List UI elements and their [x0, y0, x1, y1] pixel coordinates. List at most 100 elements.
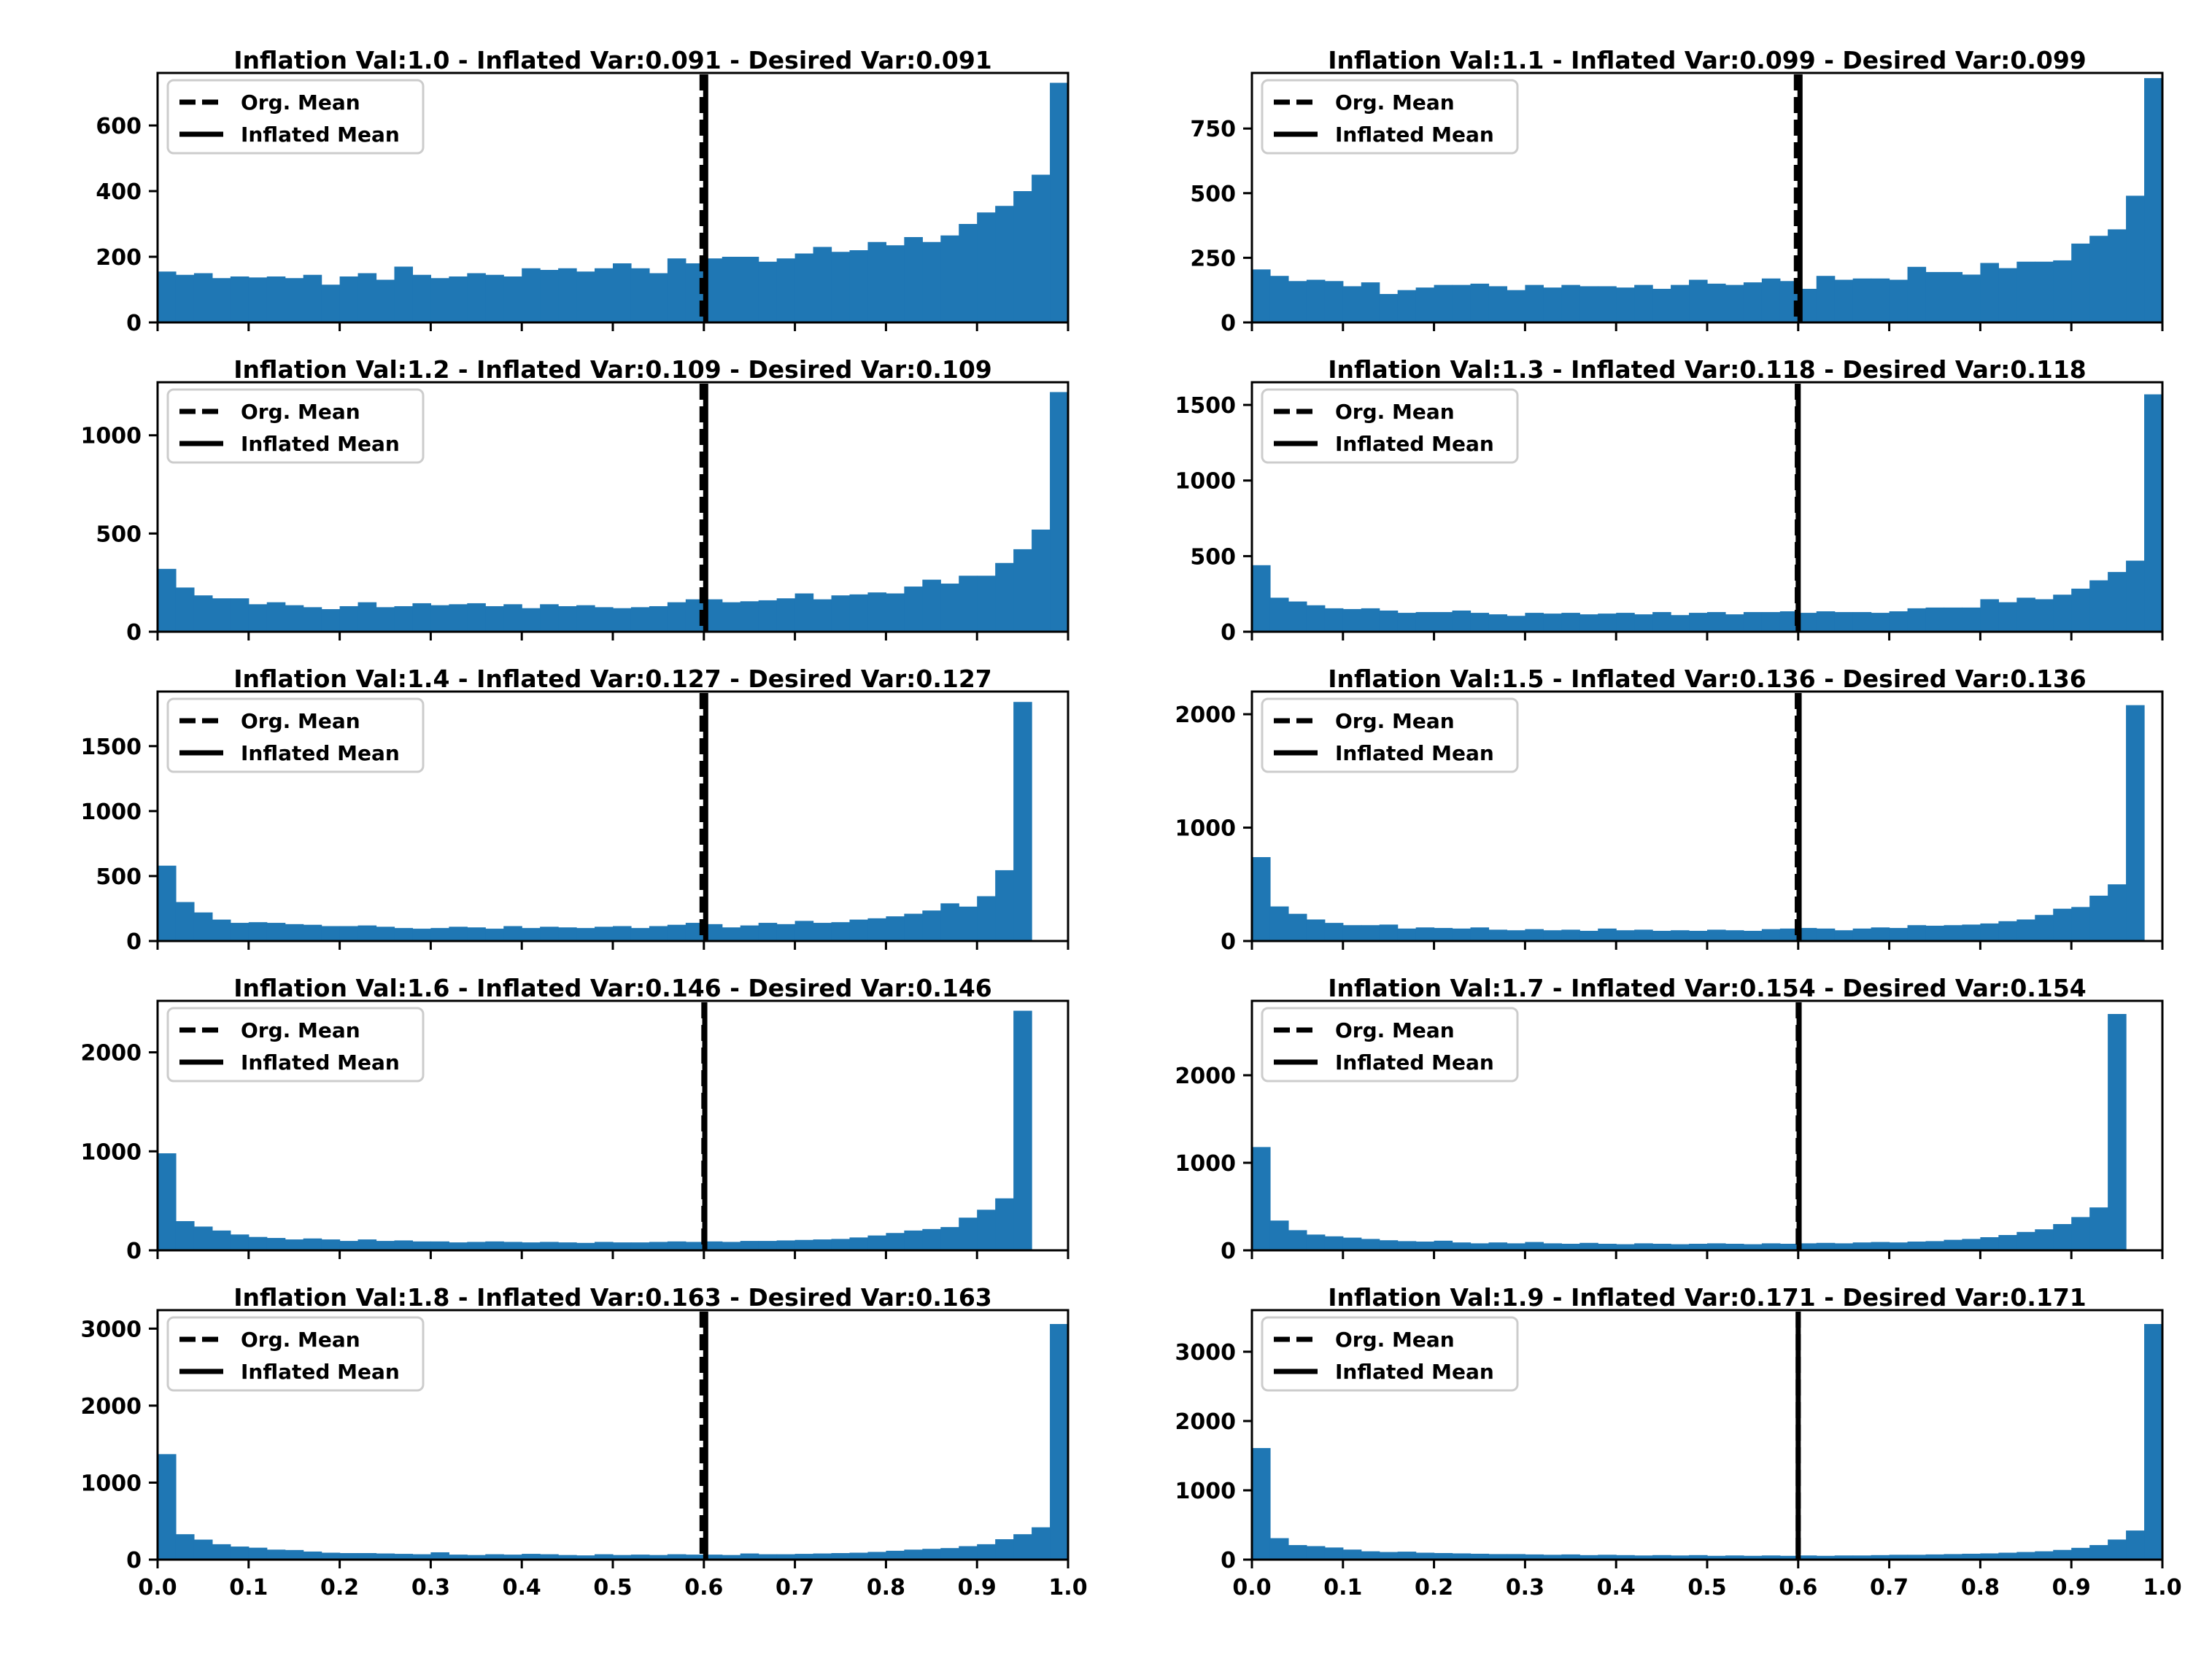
histogram-bar: [558, 1242, 577, 1250]
histogram-bar: [2035, 1551, 2054, 1560]
histogram-bar: [2071, 1547, 2090, 1560]
histogram-bar: [158, 1454, 177, 1560]
legend-box: [166, 1007, 425, 1083]
panel-6: 0 1000 2000 Inflation Val:1.5 - Inflated Va…: [1175, 665, 2164, 955]
legend-org-mean-label: Org. Mean: [1335, 1018, 1455, 1042]
histogram-bar: [2016, 1552, 2035, 1560]
histogram-bar: [722, 257, 741, 322]
histogram-bar: [995, 562, 1014, 632]
histogram-bar: [576, 1242, 595, 1250]
histogram-bar: [1889, 279, 1909, 322]
histogram-bar: [922, 241, 941, 322]
histogram-bar: [1050, 1324, 1069, 1560]
histogram-bar: [1998, 602, 2017, 632]
histogram-bar: [1507, 1243, 1525, 1250]
histogram-bar: [576, 928, 595, 941]
histogram-bar: [1032, 529, 1051, 632]
histogram-bar: [1525, 1242, 1544, 1250]
histogram-bar: [1561, 284, 1580, 322]
y-tick-label: 0: [126, 1239, 142, 1264]
histogram-bar: [1361, 925, 1380, 941]
histogram-bar: [2126, 1530, 2145, 1560]
histogram-bar: [667, 1241, 687, 1250]
histogram-bar: [503, 276, 522, 322]
panel-8: 0 1000 2000 Inflation Val:1.7 - Inflated Va…: [1175, 974, 2164, 1264]
histogram-bar: [2108, 1014, 2127, 1250]
histogram-bar: [1980, 923, 1999, 941]
histogram-bar: [2053, 260, 2072, 322]
histogram-bar: [339, 1241, 359, 1250]
histogram-bar: [1761, 1555, 1781, 1560]
legend-inflated-mean-label: Inflated Mean: [241, 123, 400, 147]
histogram-bar: [2071, 907, 2090, 941]
histogram-bar: [959, 576, 978, 632]
histogram-bar: [1598, 1244, 1617, 1250]
x-tick-label: 1.0: [2143, 1575, 2181, 1600]
histogram-bar: [1361, 1551, 1380, 1560]
histogram-bar: [959, 1546, 978, 1560]
histogram-bar: [1598, 613, 1617, 632]
histogram-bar: [977, 212, 996, 322]
histogram-bar: [1361, 282, 1380, 322]
histogram-bar: [467, 603, 486, 632]
histogram-bar: [940, 235, 959, 322]
histogram-bar: [1798, 613, 1817, 632]
histogram-bar: [2053, 1224, 2072, 1250]
histogram-bar: [613, 1555, 632, 1560]
panel-title: Inflation Val:1.0 - Inflated Var:0.091 -…: [233, 46, 992, 74]
histogram-bar: [940, 1227, 959, 1250]
y-tick-label: 1000: [1175, 1479, 1237, 1504]
histogram-bar: [1871, 1242, 1890, 1250]
histogram-bar: [794, 593, 814, 632]
y-tick-label: 2000: [1175, 702, 1237, 728]
x-tick-label: 0.0: [138, 1575, 177, 1600]
legend: Org. Mean Inflated Mean: [1261, 697, 1519, 773]
histogram-bar: [1925, 271, 1945, 322]
histogram-bar: [1652, 1244, 1671, 1250]
histogram-bar: [1342, 286, 1362, 322]
histogram-bar: [1525, 929, 1544, 941]
histogram-bar: [1452, 610, 1472, 632]
histogram-bar: [1488, 929, 1508, 941]
histogram-bar: [1434, 1240, 1453, 1250]
histogram-bar: [613, 1242, 632, 1250]
histogram-bar: [776, 598, 796, 632]
histogram-bar: [940, 1548, 959, 1560]
histogram-bar: [1725, 284, 1744, 322]
histogram-bar: [595, 268, 614, 322]
histogram-bar: [867, 918, 886, 941]
histogram-bar: [357, 602, 377, 632]
y-tick-label: 250: [1190, 246, 1236, 271]
histogram-bar: [321, 609, 341, 632]
histogram-bar: [813, 247, 832, 322]
histogram-bar: [1925, 926, 1945, 941]
histogram-bar: [1561, 613, 1580, 632]
legend-box: [166, 697, 425, 773]
histogram-bar: [1269, 906, 1289, 941]
histogram-bar: [1761, 278, 1781, 322]
histogram-bar: [212, 1230, 231, 1250]
histogram-bar: [1889, 1242, 1909, 1250]
histogram-bar: [467, 273, 486, 322]
legend-box: [166, 1316, 425, 1392]
histogram-bar: [1925, 1554, 1945, 1560]
histogram-bar: [722, 1555, 741, 1560]
histogram-bar: [1269, 276, 1289, 322]
histogram-bar: [430, 605, 449, 632]
legend-box: [1261, 1007, 1519, 1083]
panel-2: 0 250 500 750 Inflation Val:1.1 - Inflated V…: [1190, 46, 2164, 336]
y-tick-label: 1000: [1175, 1151, 1237, 1177]
legend-box: [1261, 388, 1519, 464]
histogram-bar: [959, 224, 978, 322]
histogram-bar: [1470, 927, 1490, 941]
histogram-bar: [1761, 929, 1781, 941]
panel-title: Inflation Val:1.9 - Inflated Var:0.171 -…: [1328, 1283, 2087, 1312]
histogram-bar: [1288, 913, 1307, 941]
histogram-bar: [1925, 1241, 1945, 1250]
legend-org-mean-label: Org. Mean: [241, 90, 360, 115]
histogram-bar: [794, 1554, 814, 1560]
histogram-bar: [1852, 278, 1872, 322]
histogram-bar: [977, 1544, 996, 1560]
y-tick-label: 0: [1221, 620, 1236, 646]
histogram-bar: [449, 1555, 468, 1560]
